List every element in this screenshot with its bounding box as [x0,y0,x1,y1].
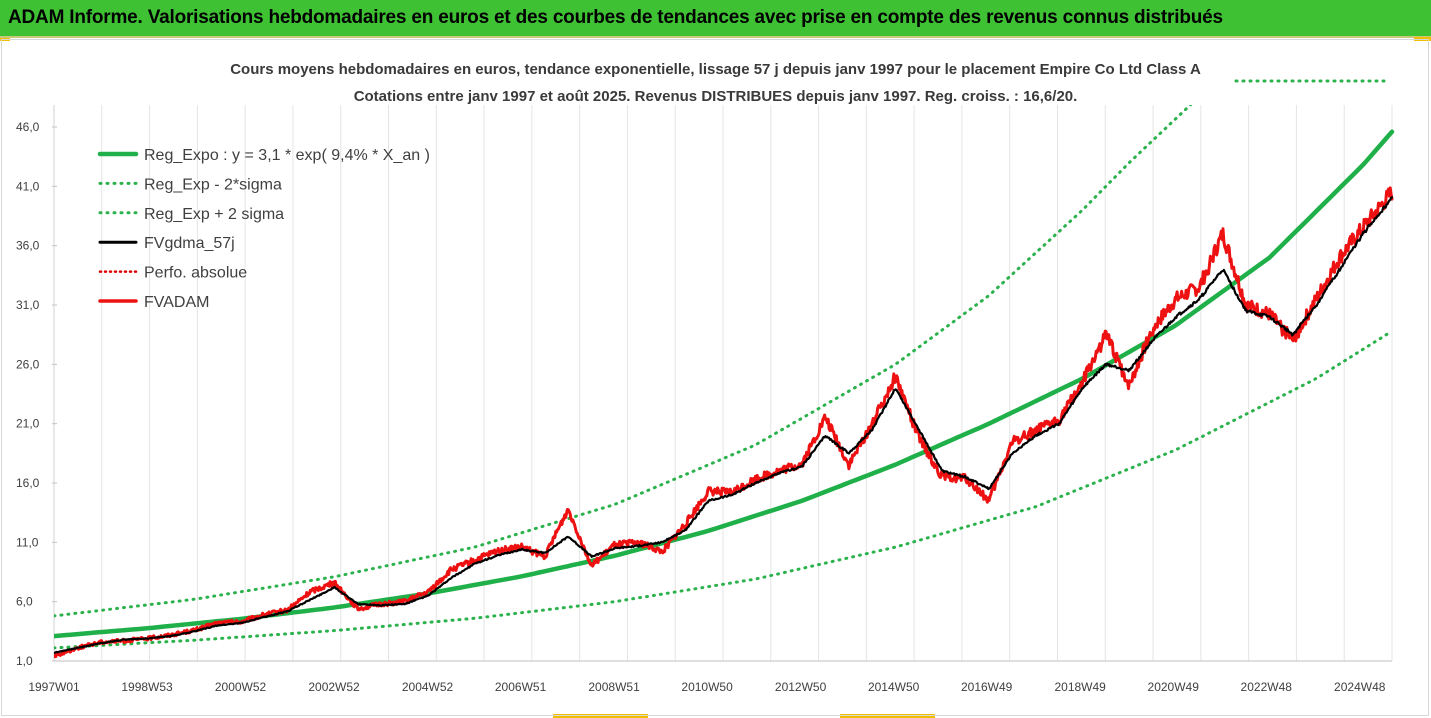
x-tick-label: 1997W01 [28,680,80,694]
y-axis: 1,0 6,0 11,0 16,0 21,0 26,0 31,0 36,0 41,0 46,0 [16,105,57,668]
y-tick-label: 11,0 [16,535,39,549]
x-tick-label: 2008W51 [588,680,640,694]
chart-series [54,105,1395,659]
y-tick-label: 41,0 [16,179,40,193]
x-tick-label: 2018W49 [1054,680,1106,694]
x-tick-label: 2016W49 [961,680,1013,694]
chart-frame [1,39,1429,716]
x-tick-label: 2000W52 [215,680,267,694]
legend-label: Reg_Exp + 2 sigma [144,206,284,223]
x-tick-label: 2022W48 [1241,680,1293,694]
x-tick-label: 2002W52 [308,680,360,694]
x-tick-label: 2010W50 [681,680,733,694]
y-tick-label: 31,0 [16,298,40,312]
corner-accent-bottom-left [553,714,648,718]
series-reg-exp-minus-2-sigma [54,329,1394,650]
legend-label: FVADAM [144,294,209,311]
x-axis: 1997W01 1998W53 2000W52 2002W52 2004W52 2006W… [28,660,1392,694]
y-tick-label: 36,0 [16,239,40,253]
series-reg-exp-plus-2-sigma [54,105,1193,618]
y-tick-label: 16,0 [16,476,40,490]
y-tick-label: 26,0 [16,357,40,371]
y-tick-label: 21,0 [16,417,40,431]
banner-title: ADAM Informe. Valorisations hebdomadaire… [8,7,1223,28]
chart-legend: Reg_Expo : y = 3,1 * exp( 9,4% * X_an ) R… [97,147,430,311]
corner-accent-bottom-right [840,714,935,718]
series-fvgdma-57j [54,196,1394,654]
legend-label: Reg_Exp - 2*sigma [144,176,282,193]
y-tick-label: 46,0 [16,120,40,134]
legend-label: Reg_Expo : y = 3,1 * exp( 9,4% * X_an ) [144,147,430,164]
legend-label: Perfo. absolue [144,265,247,282]
chart-title: Cours moyens hebdomadaires en euros, ten… [230,61,1201,78]
x-tick-label: 2006W51 [495,680,547,694]
legend-label: FVgdma_57j [144,235,235,252]
y-tick-label: 6,0 [16,595,33,609]
chart-subtitle: Cotations entre janv 1997 et août 2025. … [353,88,1078,105]
x-tick-label: 2024W48 [1334,680,1386,694]
x-tick-label: 2012W50 [775,680,827,694]
x-tick-label: 2020W49 [1148,680,1200,694]
x-tick-label: 1998W53 [121,680,173,694]
title-banner: ADAM Informe. Valorisations hebdomadaire… [0,0,1431,38]
x-tick-label: 2014W50 [868,680,920,694]
y-tick-label: 1,0 [16,654,33,668]
x-tick-label: 2004W52 [402,680,454,694]
